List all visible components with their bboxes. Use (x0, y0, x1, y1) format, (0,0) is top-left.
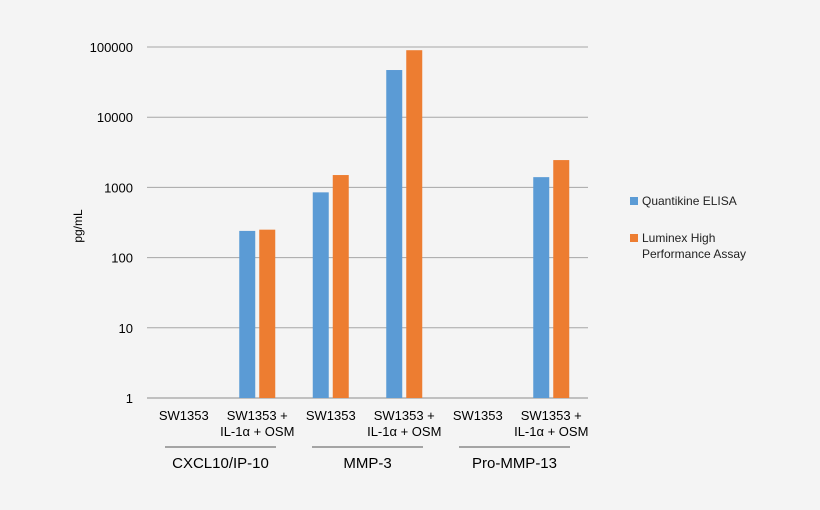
category-label: SW1353 + (521, 408, 582, 423)
bar (332, 175, 349, 398)
bar (239, 230, 256, 398)
y-tick-label: 100 (111, 251, 133, 266)
category-label: SW1353 (306, 408, 356, 423)
category-label: IL-1α + OSM (367, 424, 441, 439)
y-tick-label: 100000 (90, 40, 133, 55)
group-label: MMP-3 (343, 455, 391, 472)
y-tick-label: 1 (126, 391, 133, 406)
bar (533, 177, 550, 398)
bar (386, 70, 403, 398)
bar (259, 229, 276, 398)
category-label: SW1353 + (227, 408, 288, 423)
y-tick-label: 10 (119, 321, 133, 336)
bar (312, 192, 329, 398)
legend-label: Quantikine ELISA (642, 194, 737, 208)
legend-swatch (630, 197, 638, 205)
y-axis-ticks: 1 10 100 1000 10000 100000 (90, 40, 133, 406)
group-label: CXCL10/IP-10 (172, 455, 269, 472)
y-tick-label: 1000 (104, 180, 133, 195)
bar (553, 160, 570, 398)
legend-label: Performance Assay (642, 247, 746, 261)
legend-label: Luminex High (642, 231, 715, 245)
category-label: SW1353 (453, 408, 503, 423)
legend-swatch (630, 234, 638, 242)
group-label: Pro-MMP-13 (472, 455, 557, 472)
legend: Quantikine ELISA Luminex High Performance … (630, 194, 746, 261)
category-label: SW1353 (159, 408, 209, 423)
y-axis-label: pg/mL (71, 209, 85, 243)
category-label: IL-1α + OSM (514, 424, 588, 439)
group-labels: CXCL10/IP-10 MMP-3 Pro-MMP-13 (165, 446, 570, 472)
gridlines (147, 46, 588, 399)
bar (406, 50, 423, 398)
bars (239, 50, 570, 398)
category-label: IL-1α + OSM (220, 424, 294, 439)
y-tick-label: 10000 (97, 110, 133, 125)
category-label: SW1353 + (374, 408, 435, 423)
